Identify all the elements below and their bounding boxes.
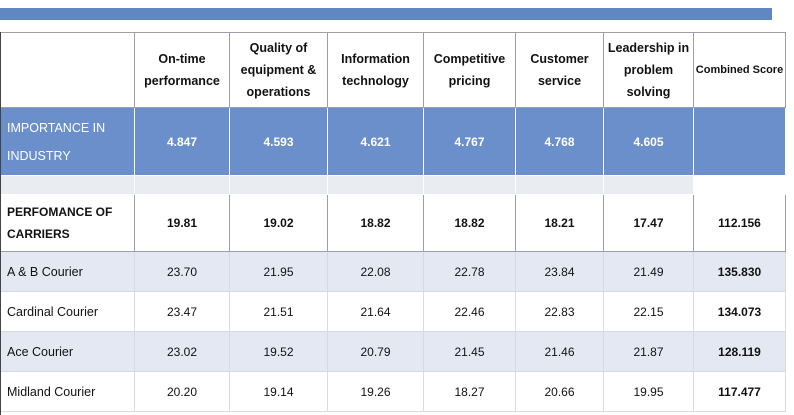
importance-value: 4.605 — [603, 107, 694, 176]
spacer-cell — [603, 175, 694, 195]
header-cell: Competitive pricing — [423, 32, 516, 108]
header-cell: On-time performance — [134, 32, 230, 108]
left-border-rule — [0, 32, 1, 415]
spacer-cell — [423, 175, 516, 195]
score-cell: 22.08 — [327, 251, 424, 292]
score-cell: 19.52 — [229, 331, 328, 372]
carrier-name: Cardinal Courier — [0, 291, 135, 332]
combined-score-cell: 117.477 — [693, 371, 786, 412]
score-cell: 21.95 — [229, 251, 328, 292]
top-accent-bar — [0, 8, 772, 20]
carrier-name: Ace Courier — [0, 331, 135, 372]
score-cell: 22.46 — [423, 291, 516, 332]
importance-value: 4.593 — [229, 107, 328, 176]
score-cell: 23.47 — [134, 291, 230, 332]
header-row: On-time performance Quality of equipment… — [0, 32, 786, 108]
header-cell: Leadership in problem solving — [603, 32, 694, 108]
table-row: A & B Courier 23.70 21.95 22.08 22.78 23… — [0, 251, 786, 292]
score-cell: 23.02 — [134, 331, 230, 372]
score-cell: 21.87 — [603, 331, 694, 372]
score-cell: 21.51 — [229, 291, 328, 332]
spacer-cell — [229, 175, 328, 195]
score-cell: 21.64 — [327, 291, 424, 332]
combined-score-cell: 128.119 — [693, 331, 786, 372]
spacer-cell — [134, 175, 230, 195]
performance-value: 19.81 — [134, 194, 230, 252]
carrier-name: Midland Courier — [0, 371, 135, 412]
score-cell: 20.66 — [515, 371, 604, 412]
header-cell-combined-score: Combined Score — [693, 32, 786, 108]
spacer-cell — [0, 175, 135, 195]
score-cell: 19.95 — [603, 371, 694, 412]
score-cell: 22.83 — [515, 291, 604, 332]
carrier-name: A & B Courier — [0, 251, 135, 292]
score-cell: 23.70 — [134, 251, 230, 292]
score-cell: 19.26 — [327, 371, 424, 412]
score-cell: 18.27 — [423, 371, 516, 412]
performance-value: 18.82 — [327, 194, 424, 252]
score-cell: 19.14 — [229, 371, 328, 412]
header-cell: Information technology — [327, 32, 424, 108]
importance-value — [693, 107, 786, 176]
performance-value: 18.82 — [423, 194, 516, 252]
importance-value: 4.767 — [423, 107, 516, 176]
performance-row: PERFOMANCE OF CARRIERS 19.81 19.02 18.82… — [0, 194, 786, 252]
score-cell: 22.15 — [603, 291, 694, 332]
importance-value: 4.768 — [515, 107, 604, 176]
performance-value: 19.02 — [229, 194, 328, 252]
score-cell: 20.20 — [134, 371, 230, 412]
performance-label: PERFOMANCE OF CARRIERS — [0, 194, 135, 252]
performance-value: 18.21 — [515, 194, 604, 252]
score-cell: 21.45 — [423, 331, 516, 372]
table-row: Ace Courier 23.02 19.52 20.79 21.45 21.4… — [0, 331, 786, 372]
importance-value: 4.621 — [327, 107, 424, 176]
header-cell: Quality of equipment & operations — [229, 32, 328, 108]
combined-score-cell: 134.073 — [693, 291, 786, 332]
table-row: Cardinal Courier 23.47 21.51 21.64 22.46… — [0, 291, 786, 332]
table-row: Midland Courier 20.20 19.14 19.26 18.27 … — [0, 371, 786, 412]
score-cell: 21.46 — [515, 331, 604, 372]
score-cell: 23.84 — [515, 251, 604, 292]
score-cell: 20.79 — [327, 331, 424, 372]
performance-value: 17.47 — [603, 194, 694, 252]
spacer-row — [0, 175, 786, 195]
carrier-score-table: On-time performance Quality of equipment… — [0, 32, 786, 412]
importance-value: 4.847 — [134, 107, 230, 176]
performance-combined-score: 112.156 — [693, 194, 786, 252]
header-empty-cell — [0, 32, 135, 108]
combined-score-cell: 135.830 — [693, 251, 786, 292]
spacer-cell — [327, 175, 424, 195]
importance-row: IMPORTANCE IN INDUSTRY 4.847 4.593 4.621… — [0, 107, 786, 176]
score-cell: 22.78 — [423, 251, 516, 292]
score-cell: 21.49 — [603, 251, 694, 292]
spacer-cell — [515, 175, 604, 195]
header-cell: Customer service — [515, 32, 604, 108]
importance-label: IMPORTANCE IN INDUSTRY — [0, 107, 135, 176]
spacer-cell — [693, 175, 786, 195]
